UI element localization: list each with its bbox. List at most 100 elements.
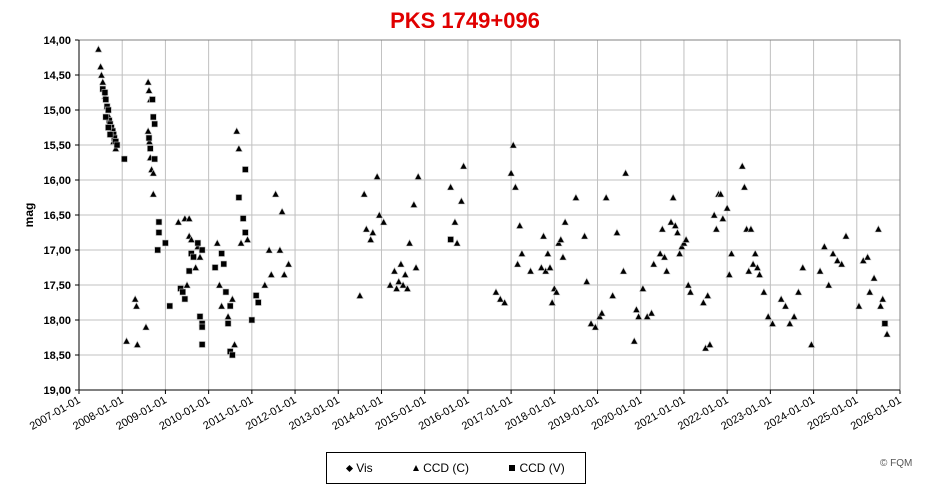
data-point-ccd-v (196, 313, 204, 320)
data-point-ccd-v (149, 96, 156, 103)
data-point-ccd-c (362, 224, 371, 233)
diamond-marker-icon (346, 464, 354, 472)
triangle-marker-icon (413, 465, 420, 471)
data-point-ccd-c (597, 308, 606, 317)
data-point-ccd-v (105, 106, 112, 114)
data-point-ccd-c (854, 301, 863, 310)
data-point-ccd-c (608, 291, 617, 299)
data-point-ccd-c (870, 273, 879, 282)
data-point-ccd-c (723, 203, 732, 212)
data-point-ccd-c (265, 245, 274, 254)
y-tick-label: 18,50 (43, 350, 71, 362)
data-point-ccd-c (496, 294, 505, 303)
data-point-ccd-c (515, 221, 524, 229)
data-point-ccd-v (194, 239, 202, 247)
data-point-ccd-c (675, 249, 684, 257)
data-point-ccd-v (106, 131, 114, 138)
data-point-ccd-c (149, 168, 158, 177)
data-point-ccd-c (755, 270, 764, 278)
data-point-ccd-c (459, 161, 468, 170)
data-point-ccd-c (174, 217, 183, 226)
data-point-ccd-c (863, 252, 872, 261)
data-point-ccd-c (149, 189, 158, 198)
data-point-ccd-c (144, 86, 154, 94)
data-point-ccd-c (234, 144, 243, 152)
data-point-ccd-c (699, 298, 708, 306)
data-point-ccd-c (517, 249, 526, 257)
legend: Vis CCD (C) CCD (V) (326, 452, 586, 484)
data-point-ccd-c (837, 259, 846, 268)
data-point-ccd-v (162, 239, 169, 247)
data-point-ccd-c (224, 312, 233, 320)
data-point-ccd-c (833, 256, 842, 264)
data-point-ccd-c (705, 340, 714, 348)
data-point-ccd-c (144, 126, 153, 135)
data-point-ccd-c (738, 161, 747, 170)
data-point-ccd-c (405, 238, 414, 247)
data-point-ccd-v (211, 264, 219, 271)
data-point-ccd-c (878, 294, 887, 303)
data-point-ccd-c (271, 189, 280, 198)
data-point-ccd-c (215, 280, 224, 289)
data-point-ccd-c (649, 259, 658, 268)
data-point-ccd-v (242, 229, 249, 236)
data-point-ccd-c (191, 263, 200, 271)
data-point-ccd-c (396, 259, 405, 268)
data-point-ccd-c (543, 249, 552, 257)
data-point-ccd-v (121, 155, 128, 163)
data-point-ccd-c (457, 196, 466, 205)
data-point-ccd-c (781, 301, 790, 310)
data-point-ccd-c (228, 294, 237, 303)
data-point-ccd-c (232, 126, 241, 135)
data-point-ccd-c (794, 287, 803, 296)
data-point-ccd-v (101, 89, 109, 96)
data-point-ccd-v (151, 155, 158, 163)
data-point-ccd-v (447, 236, 454, 243)
data-point-ccd-c (500, 298, 509, 306)
data-point-ccd-c (98, 77, 107, 86)
data-point-ccd-v (181, 295, 189, 303)
data-point-ccd-c (671, 221, 680, 229)
data-point-ccd-c (662, 266, 671, 275)
data-point-ccd-v (242, 166, 249, 173)
data-point-ccd-c (537, 263, 546, 271)
data-point-ccd-c (619, 266, 628, 275)
data-point-ccd-c (548, 298, 557, 306)
data-point-ccd-c (718, 214, 727, 222)
data-point-ccd-c (275, 245, 284, 254)
data-point-ccd-c (865, 287, 874, 296)
y-tick-label: 16,00 (43, 175, 71, 187)
data-point-ccd-c (703, 291, 712, 299)
data-point-ccd-v (145, 134, 153, 142)
data-point-ccd-v (179, 288, 187, 296)
data-point-ccd-c (632, 305, 641, 313)
data-point-ccd-v (166, 302, 174, 310)
data-point-ccd-c (511, 182, 520, 191)
data-point-ccd-c (96, 62, 105, 70)
data-point-ccd-v (226, 302, 234, 310)
data-point-ccd-c (360, 189, 369, 198)
data-point-ccd-v (190, 253, 197, 261)
data-point-ccd-c (379, 217, 388, 226)
data-point-ccd-c (630, 336, 639, 345)
data-point-ccd-c (185, 214, 194, 222)
data-point-ccd-c (373, 172, 382, 180)
data-point-ccd-c (841, 231, 850, 240)
data-point-ccd-c (751, 249, 760, 257)
data-point-ccd-c (217, 301, 226, 310)
data-point-ccd-v (154, 246, 161, 254)
data-point-ccd-c (829, 249, 838, 257)
data-point-ccd-c (582, 277, 591, 285)
data-point-ccd-c (798, 263, 807, 271)
data-point-ccd-c (131, 294, 140, 303)
legend-item-vis: Vis (346, 461, 373, 475)
data-point-ccd-c (284, 259, 293, 268)
data-point-ccd-v (155, 229, 163, 236)
data-point-ccd-c (450, 217, 459, 226)
data-point-ccd-c (816, 266, 825, 275)
data-point-ccd-c (682, 235, 691, 243)
data-point-ccd-c (237, 238, 246, 247)
data-point-ccd-c (403, 284, 412, 292)
data-point-ccd-c (552, 287, 561, 296)
